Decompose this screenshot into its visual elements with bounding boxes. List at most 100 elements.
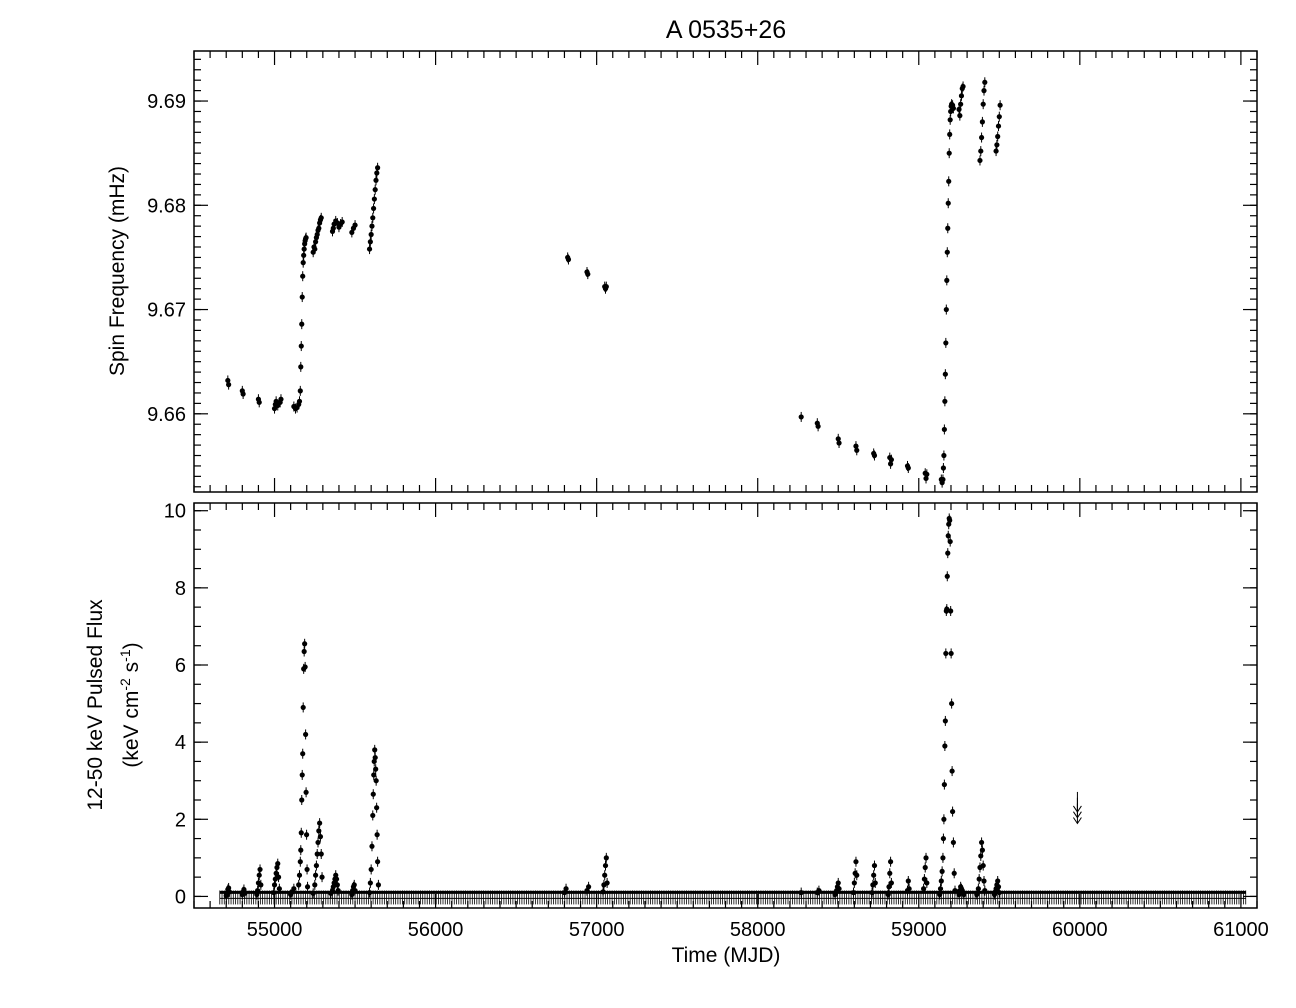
y-tick-label: 0 bbox=[175, 886, 186, 908]
data-point bbox=[995, 878, 1001, 884]
data-point bbox=[335, 888, 341, 894]
pulsed-flux-tick-labels: 55000 56000 57000 58000 59000 60000 61000 0 2 4 6 8… bbox=[164, 501, 1269, 941]
data-point bbox=[291, 886, 297, 892]
data-point bbox=[850, 889, 857, 896]
data-point bbox=[371, 772, 377, 778]
data-point bbox=[317, 820, 323, 826]
spin-frequency-tick-labels: 9.66 9.67 9.68 9.69 bbox=[147, 91, 186, 426]
pulsed-flux-baseline bbox=[219, 890, 1247, 905]
data-point bbox=[318, 215, 324, 221]
data-point bbox=[960, 83, 966, 90]
data-point bbox=[979, 847, 985, 853]
y-tick-label: 4 bbox=[175, 732, 186, 754]
data-point bbox=[271, 889, 277, 896]
data-point bbox=[887, 870, 893, 876]
data-point bbox=[980, 862, 986, 869]
data-point bbox=[994, 142, 1000, 148]
x-tick-label: 55000 bbox=[247, 919, 303, 941]
data-point bbox=[995, 123, 1002, 129]
data-point bbox=[871, 452, 878, 459]
x-tick-label: 60000 bbox=[1052, 919, 1108, 941]
x-tick-label: 58000 bbox=[730, 919, 786, 941]
spin-frequency-ticks bbox=[193, 51, 1258, 492]
data-point bbox=[563, 886, 569, 892]
data-point bbox=[375, 859, 381, 865]
data-point bbox=[952, 888, 958, 894]
data-point bbox=[302, 641, 308, 647]
data-point bbox=[940, 465, 947, 471]
data-point bbox=[950, 839, 957, 846]
data-point bbox=[939, 868, 945, 874]
y-tick-label: 6 bbox=[175, 655, 186, 677]
data-point bbox=[278, 396, 284, 402]
data-point bbox=[303, 731, 309, 738]
data-point bbox=[978, 134, 985, 141]
data-point bbox=[922, 864, 928, 871]
units-mid: s bbox=[120, 662, 143, 678]
data-point bbox=[869, 889, 875, 896]
data-point bbox=[374, 170, 380, 176]
data-point bbox=[371, 196, 377, 202]
data-point bbox=[949, 700, 955, 707]
data-point bbox=[585, 271, 591, 277]
data-point bbox=[298, 847, 304, 853]
data-point bbox=[339, 219, 345, 225]
spin-frequency-points bbox=[225, 77, 1003, 488]
data-point bbox=[975, 886, 981, 892]
data-point bbox=[798, 889, 804, 896]
data-point bbox=[872, 880, 878, 886]
data-point bbox=[946, 150, 952, 156]
data-point bbox=[995, 133, 1001, 140]
pulsed-flux-ylabel: 12-50 keV Pulsed Flux bbox=[84, 599, 107, 811]
data-point bbox=[370, 215, 376, 221]
data-point bbox=[942, 743, 948, 749]
data-point bbox=[370, 812, 376, 819]
data-point bbox=[373, 778, 379, 784]
data-point bbox=[947, 517, 953, 523]
data-point bbox=[366, 889, 373, 896]
x-tick-label: 61000 bbox=[1213, 919, 1269, 941]
data-point bbox=[300, 704, 306, 711]
data-point bbox=[310, 890, 316, 896]
data-point bbox=[604, 880, 610, 886]
data-point bbox=[944, 249, 950, 255]
data-point bbox=[854, 872, 860, 878]
data-point bbox=[941, 781, 947, 788]
data-point bbox=[367, 880, 373, 886]
data-point bbox=[949, 768, 955, 774]
data-point bbox=[945, 225, 951, 231]
data-point bbox=[317, 834, 324, 840]
data-point bbox=[258, 882, 264, 888]
data-point bbox=[276, 886, 282, 892]
spin-frequency-ylabel: Spin Frequency (mHz) bbox=[106, 166, 129, 376]
data-point bbox=[854, 447, 860, 453]
data-point bbox=[958, 101, 964, 107]
data-point bbox=[368, 231, 374, 238]
data-point bbox=[961, 891, 967, 898]
data-point bbox=[981, 88, 987, 94]
data-point bbox=[949, 808, 956, 815]
data-point bbox=[313, 862, 320, 869]
data-point bbox=[993, 148, 999, 154]
data-point bbox=[300, 751, 306, 757]
data-point bbox=[374, 805, 380, 811]
data-point bbox=[945, 200, 951, 206]
data-point bbox=[226, 889, 233, 895]
data-point bbox=[373, 766, 379, 772]
pulsed-flux-ylabel-units: (keV cm-2 s-1) bbox=[117, 642, 143, 767]
data-point bbox=[978, 148, 984, 154]
data-point bbox=[275, 874, 282, 880]
data-point bbox=[945, 533, 951, 539]
data-point bbox=[937, 891, 943, 898]
units-close: ) bbox=[120, 642, 143, 649]
data-point bbox=[905, 465, 911, 471]
data-point bbox=[921, 876, 928, 882]
data-point bbox=[302, 664, 308, 670]
units-open: (keV cm bbox=[120, 691, 143, 768]
data-point bbox=[275, 861, 281, 867]
data-point bbox=[255, 888, 261, 894]
data-point bbox=[951, 870, 957, 876]
data-point bbox=[565, 256, 572, 263]
upper-limit-arrowhead bbox=[1073, 817, 1082, 825]
data-point bbox=[948, 608, 954, 614]
